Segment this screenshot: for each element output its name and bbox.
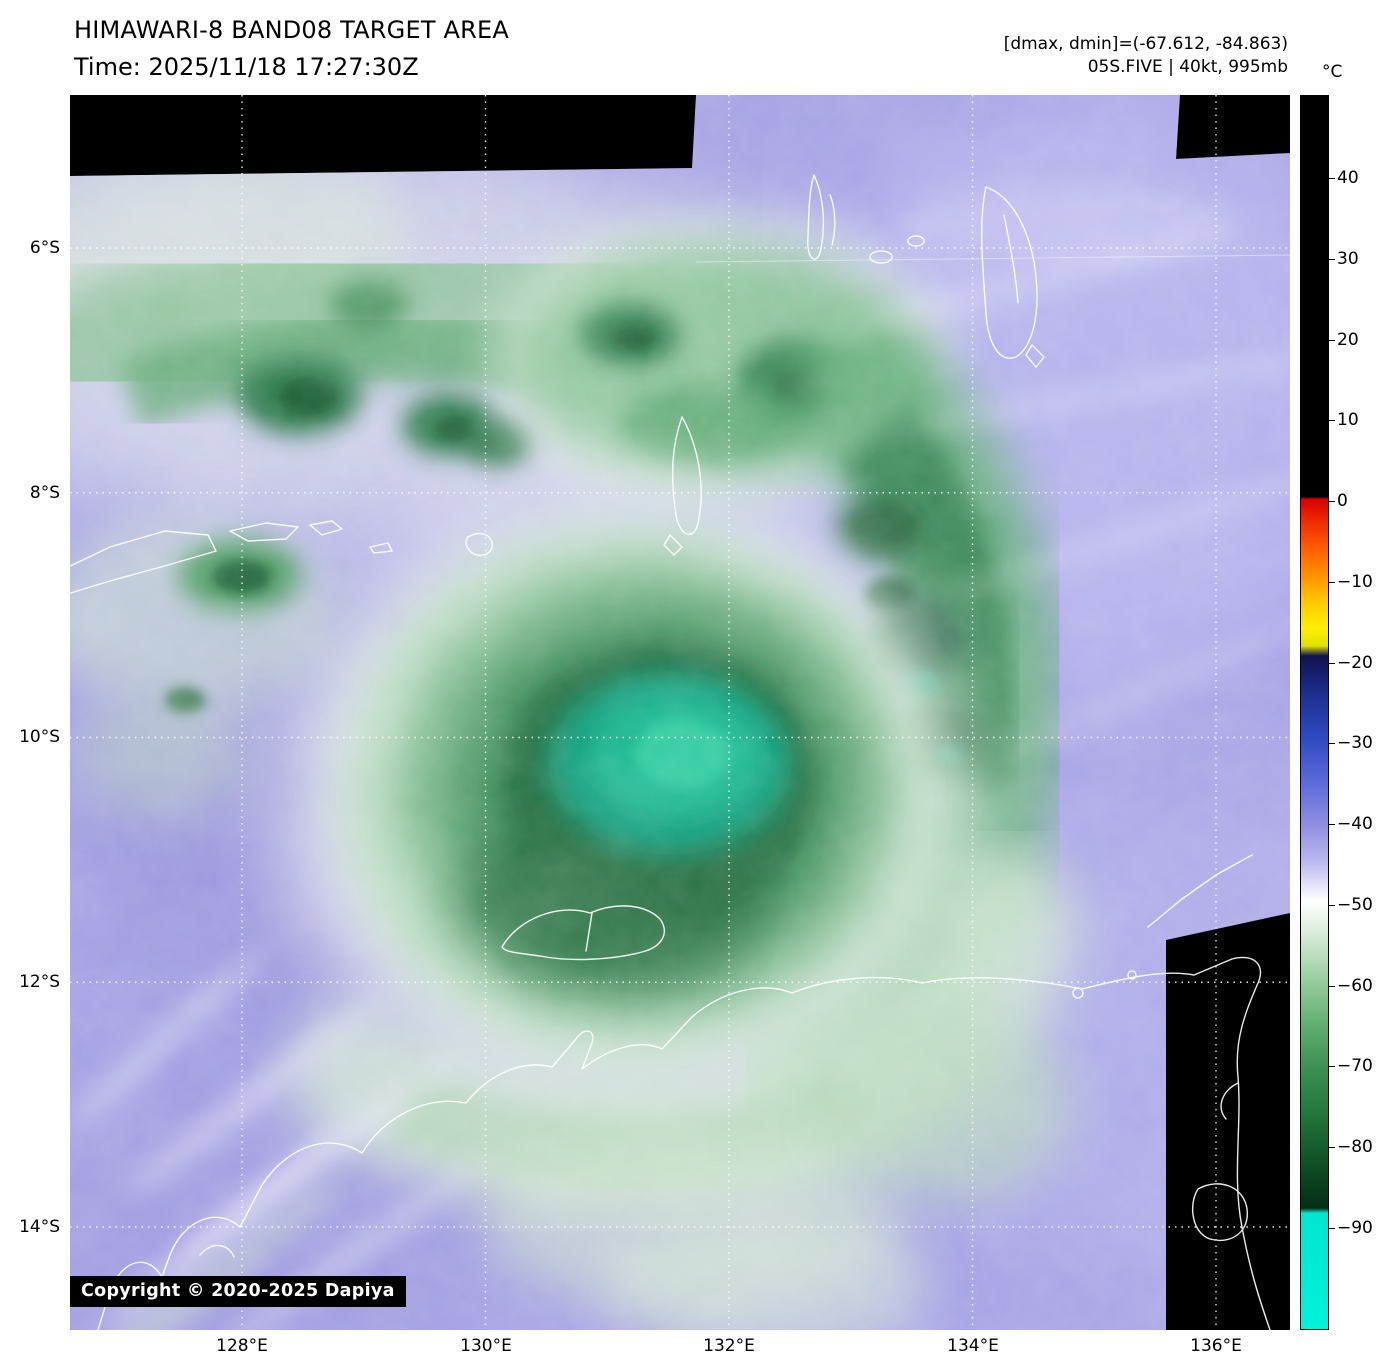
offscan-corner: [1166, 913, 1290, 1330]
dmax-dmin-label: [dmax, dmin]=(-67.612, -84.863): [1003, 34, 1288, 54]
colorbar-tick: [1329, 743, 1335, 744]
colorbar-tick-label: −80: [1337, 1137, 1373, 1157]
gridlines: [70, 95, 1290, 1330]
satellite-image: [70, 95, 1290, 1330]
colorbar-tick-label: −90: [1337, 1218, 1373, 1238]
colorbar-tick: [1329, 1066, 1335, 1067]
copyright-badge: Copyright © 2020-2025 Dapiya: [70, 1276, 406, 1307]
temperature-colorbar: [1300, 95, 1329, 1330]
cloud-layer: [70, 95, 1290, 1330]
colorbar-tick: [1329, 824, 1335, 825]
lon-tick-label: 128°E: [216, 1336, 268, 1356]
colorbar-tick-label: −70: [1337, 1056, 1373, 1076]
colorbar-tick: [1329, 986, 1335, 987]
colorbar-tick-label: 30: [1337, 249, 1359, 269]
colorbar-unit-label: °C: [1322, 62, 1343, 82]
storm-info-label: 05S.FIVE | 40kt, 995mb: [1087, 57, 1288, 77]
lon-tick-label: 136°E: [1190, 1336, 1242, 1356]
colorbar-tick: [1329, 582, 1335, 583]
lat-tick-label: 8°S: [29, 483, 60, 503]
lat-tick-label: 14°S: [19, 1217, 60, 1237]
colorbar-tick-label: 0: [1337, 491, 1348, 511]
colorbar-tick-label: 10: [1337, 410, 1359, 430]
coastlines: [70, 174, 1271, 1330]
lat-tick-label: 12°S: [19, 972, 60, 992]
colorbar-tick: [1329, 420, 1335, 421]
lon-tick-label: 132°E: [703, 1336, 755, 1356]
lon-tick-label: 130°E: [460, 1336, 512, 1356]
colorbar-tick-label: −10: [1337, 572, 1373, 592]
colorbar-tick-label: −60: [1337, 976, 1373, 996]
colorbar-tick-label: 20: [1337, 330, 1359, 350]
lon-tick-label: 134°E: [947, 1336, 999, 1356]
colorbar-tick: [1329, 178, 1335, 179]
colorbar-tick: [1329, 259, 1335, 260]
page-title: HIMAWARI-8 BAND08 TARGET AREA: [74, 16, 509, 44]
colorbar-tick: [1329, 905, 1335, 906]
colorbar-tick: [1329, 340, 1335, 341]
colorbar-tick: [1329, 1228, 1335, 1229]
time-label: Time: 2025/11/18 17:27:30Z: [74, 53, 419, 81]
colorbar-tick-label: −20: [1337, 653, 1373, 673]
colorbar-tick: [1329, 663, 1335, 664]
colorbar-tick-label: −50: [1337, 895, 1373, 915]
colorbar-tick-label: −40: [1337, 814, 1373, 834]
colorbar-tick: [1329, 1147, 1335, 1148]
colorbar-tick: [1329, 501, 1335, 502]
lat-tick-label: 6°S: [29, 238, 60, 258]
colorbar-tick-label: 40: [1337, 168, 1359, 188]
colorbar-tick-label: −30: [1337, 733, 1373, 753]
lat-tick-label: 10°S: [19, 727, 60, 747]
